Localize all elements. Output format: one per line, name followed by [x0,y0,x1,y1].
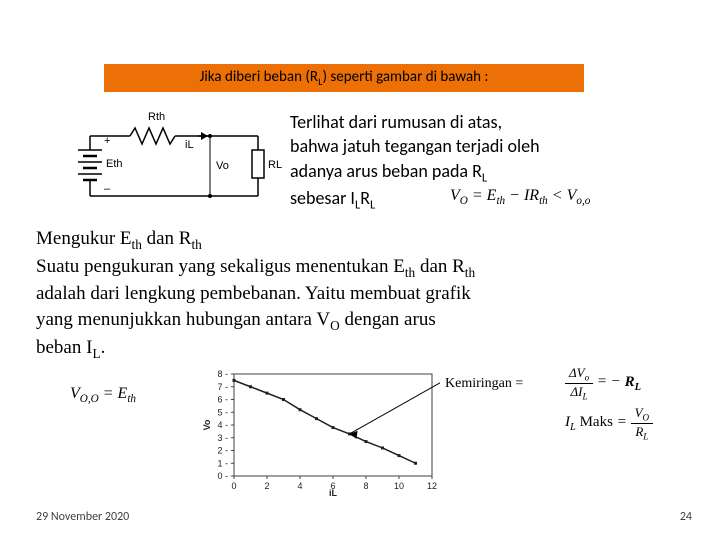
svg-text:12: 12 [427,481,437,491]
p1-line3a: adanya arus beban pada R [290,160,482,182]
svg-text:3 -: 3 - [217,433,228,443]
label-vo: Vo [216,160,229,172]
p1-line1: Terlihat dari rumusan di atas, [290,111,502,133]
header-text-b: ) seperti gambar di bawah : [322,68,488,86]
paragraph-2: Mengukur Eth dan Rth Suatu pengukuran ya… [36,226,686,363]
p1-line2: bahwa jatuh tegangan terjadi oleh [290,135,540,157]
formula-ilmaks: IL Maks = VORL [565,405,653,441]
load-line-chart: 0 -1 -2 -3 -4 -5 -6 -7 -8 -024681012iLVo [200,368,440,498]
svg-text:4 -: 4 - [217,420,228,430]
svg-text:1 -: 1 - [217,458,228,468]
svg-text:7 -: 7 - [217,382,228,392]
svg-text:4: 4 [297,481,302,491]
svg-text:Vo: Vo [202,419,212,430]
formula-vo: VO = Eth − IRth < Vo,o [450,187,590,207]
footer-date: 29 November 2020 [36,510,129,524]
svg-text:2 -: 2 - [217,446,228,456]
svg-text:10: 10 [394,481,404,491]
svg-text:8 -: 8 - [217,369,228,379]
formula-rl: ΔVoΔIL = − RL [565,365,641,401]
svg-text:2: 2 [264,481,269,491]
label-il: iL [185,139,194,151]
svg-text:8: 8 [363,481,368,491]
circuit-diagram: Rth iL + Eth – Vo RL [70,104,280,224]
p1-line4a: sebesar I [290,187,355,209]
header-text-a: Jika diberi beban (R [200,68,318,86]
label-minus: – [104,183,111,195]
label-rth: Rth [148,111,165,123]
svg-text:0 -: 0 - [217,471,228,481]
label-rl: RL [268,159,282,171]
slope-label: Kemiringan = [445,376,523,392]
svg-text:5 -: 5 - [217,407,228,417]
header-bar: Jika diberi beban (RL) seperti gambar di… [104,64,584,92]
formula-voeth: VO,O = Eth [70,385,136,405]
footer-page: 24 [680,510,692,524]
label-plus: + [104,135,110,147]
label-eth: Eth [106,158,123,170]
svg-text:0: 0 [231,481,236,491]
svg-text:iL: iL [329,488,338,498]
svg-text:6 -: 6 - [217,395,228,405]
